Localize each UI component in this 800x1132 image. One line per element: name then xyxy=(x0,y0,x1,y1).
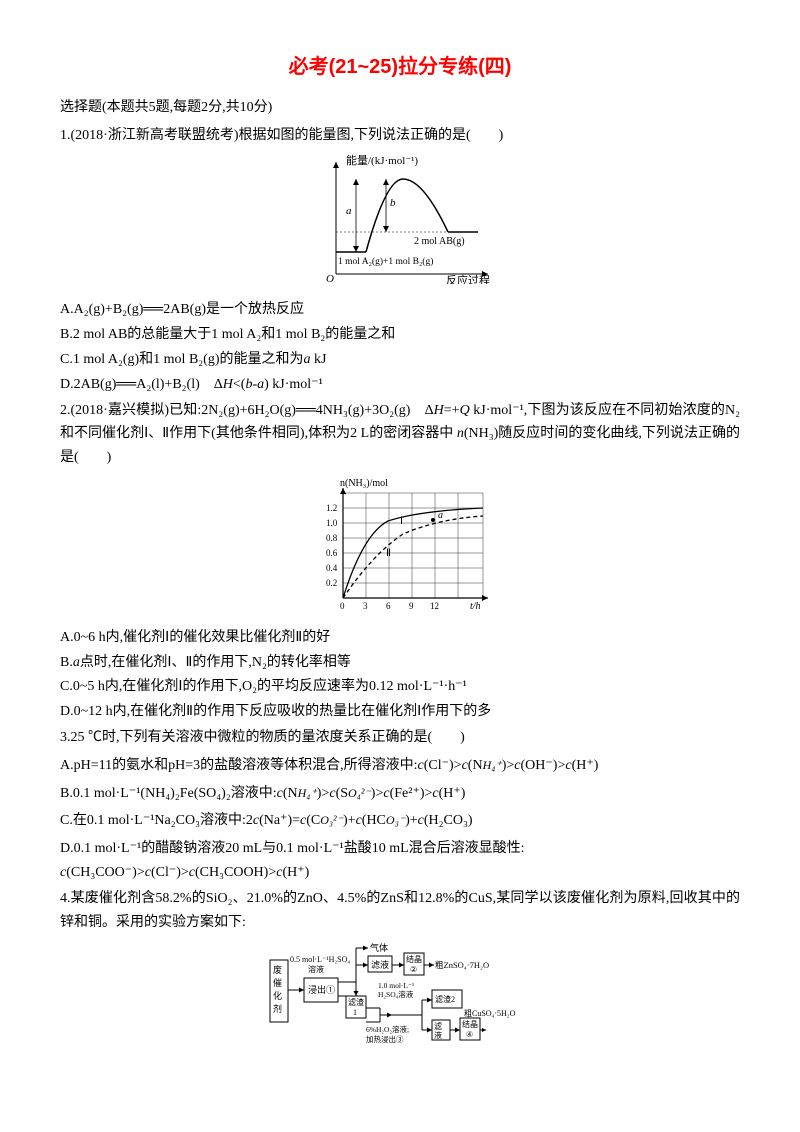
q1-option-a: A.A₂(g)+B₂(g)══2AB(g)是一个放热反应 xyxy=(60,298,740,322)
q2-stem: 2.(2018·嘉兴模拟)已知:2N₂(g)+6H₂O(g)══4NH₃(g)+… xyxy=(60,399,740,470)
svg-text:粗CuSO₄·5H₂O: 粗CuSO₄·5H₂O xyxy=(464,1008,516,1018)
fig1-reactant: 1 mol A₂(g)+1 mol B₂(g) xyxy=(338,256,433,267)
q3-option-b: B.0.1 mol·L⁻¹(NH₄)₂Fe(SO₄)₂溶液中:c(NH₄⁺)>c… xyxy=(60,782,740,806)
q3-option-d: D.0.1 mol·L⁻¹的醋酸钠溶液20 mL与0.1 mol·L⁻¹盐酸10… xyxy=(60,837,740,885)
svg-text:1.0 mol·L⁻¹: 1.0 mol·L⁻¹ xyxy=(378,981,414,990)
svg-text:0.4: 0.4 xyxy=(326,563,338,573)
svg-text:④: ④ xyxy=(466,1030,473,1039)
svg-text:0.2: 0.2 xyxy=(326,578,337,588)
svg-text:1: 1 xyxy=(353,1008,357,1017)
svg-text:1.0: 1.0 xyxy=(326,518,338,528)
q2-option-c: C.0~5 h内,在催化剂Ⅰ的作用下,O₂的平均反应速率为0.12 mol·L⁻… xyxy=(60,675,740,699)
fig1-ylabel: 能量/(kJ·mol⁻¹) xyxy=(346,154,418,167)
svg-text:液: 液 xyxy=(434,1030,442,1040)
page-title: 必考(21~25)拉分专练(四) xyxy=(60,50,740,84)
fig1-xlabel: 反应过程 xyxy=(446,273,490,284)
question-4: 4.某废催化剂含58.2%的SiO₂、21.0%的ZnO、4.5%的ZnS和12… xyxy=(60,887,740,1054)
svg-text:6: 6 xyxy=(386,601,391,611)
q4-figure: 废 催 化 剂 0.5 mol·L⁻¹H₂SO₄ 溶液 浸出① 气体 滤液 结晶… xyxy=(60,940,740,1054)
svg-text:滤液: 滤液 xyxy=(371,959,389,970)
svg-text:滤渣: 滤渣 xyxy=(348,997,364,1007)
q1-option-d: D.2AB(g)══A₂(l)+B₂(l) ΔH<(b-a) kJ·mol⁻¹ xyxy=(60,373,740,397)
svg-text:0.6: 0.6 xyxy=(326,548,338,558)
q2-option-b: B.a点时,在催化剂Ⅰ、Ⅱ的作用下,N₂的转化率相等 xyxy=(60,651,740,675)
svg-text:0.5 mol·L⁻¹H₂SO₄: 0.5 mol·L⁻¹H₂SO₄ xyxy=(290,955,350,964)
svg-text:气体: 气体 xyxy=(370,942,388,953)
svg-text:Ⅱ: Ⅱ xyxy=(386,548,391,559)
q2-option-d: D.0~12 h内,在催化剂Ⅱ的作用下反应吸收的热量比在催化剂Ⅰ作用下的多 xyxy=(60,700,740,724)
q3-stem: 3.25 ℃时,下列有关溶液中微粒的物质的量浓度关系正确的是( ) xyxy=(60,726,740,750)
svg-text:9: 9 xyxy=(409,601,414,611)
svg-text:剂: 剂 xyxy=(273,1003,282,1014)
svg-text:0: 0 xyxy=(340,601,345,611)
q3-option-a: A.pH=11的氨水和pH=3的盐酸溶液等体积混合,所得溶液中:c(Cl⁻)>c… xyxy=(60,754,740,778)
fig1-label-b: b xyxy=(390,197,396,209)
svg-text:废: 废 xyxy=(273,964,282,975)
fig1-origin: O xyxy=(326,273,334,284)
question-3: 3.25 ℃时,下列有关溶液中微粒的物质的量浓度关系正确的是( ) A.pH=1… xyxy=(60,726,740,885)
svg-text:催: 催 xyxy=(273,977,282,988)
q3-option-c: C.在0.1 mol·L⁻¹Na₂CO₃溶液中:2c(Na⁺)=c(CO₃²⁻)… xyxy=(60,809,740,833)
svg-text:滤渣2: 滤渣2 xyxy=(435,994,455,1004)
svg-text:滤: 滤 xyxy=(434,1021,442,1031)
q2-option-a: A.0~6 h内,催化剂Ⅰ的催化效果比催化剂Ⅱ的好 xyxy=(60,626,740,650)
question-2: 2.(2018·嘉兴模拟)已知:2N₂(g)+6H₂O(g)══4NH₃(g)+… xyxy=(60,399,740,724)
svg-text:3: 3 xyxy=(363,601,368,611)
fig2-ylabel: n(NH₃)/mol xyxy=(340,478,388,489)
fig2-xlabel: t/h xyxy=(470,601,481,611)
svg-text:溶液: 溶液 xyxy=(308,964,324,974)
svg-text:a: a xyxy=(438,510,443,521)
q1-option-b: B.2 mol AB的总能量大于1 mol A₂和1 mol B₂的能量之和 xyxy=(60,323,740,347)
q1-stem: 1.(2018·浙江新高考联盟统考)根据如图的能量图,下列说法正确的是( ) xyxy=(60,124,740,148)
svg-text:12: 12 xyxy=(430,601,439,611)
instruction-text: 选择题(本题共5题,每题2分,共10分) xyxy=(60,96,740,120)
svg-text:加热浸出③: 加热浸出③ xyxy=(366,1034,404,1044)
svg-text:1.2: 1.2 xyxy=(326,503,337,513)
svg-text:化: 化 xyxy=(273,990,282,1001)
svg-text:浸出①: 浸出① xyxy=(308,984,335,995)
svg-text:Ⅰ: Ⅰ xyxy=(400,516,403,527)
svg-text:结晶: 结晶 xyxy=(406,954,422,964)
svg-text:结晶: 结晶 xyxy=(462,1019,478,1029)
svg-text:6%H₂O₂溶液;: 6%H₂O₂溶液; xyxy=(366,1024,409,1034)
q4-stem: 4.某废催化剂含58.2%的SiO₂、21.0%的ZnO、4.5%的ZnS和12… xyxy=(60,887,740,935)
q2-figure: n(NH₃)/mol t/h 0.2 0.4 0.6 0.8 1.0 1.2 0… xyxy=(60,476,740,620)
svg-text:0.8: 0.8 xyxy=(326,533,338,543)
fig1-label-a: a xyxy=(346,205,352,217)
svg-text:粗ZnSO₄·7H₂O: 粗ZnSO₄·7H₂O xyxy=(435,960,489,970)
svg-text:②: ② xyxy=(410,965,417,974)
question-1: 1.(2018·浙江新高考联盟统考)根据如图的能量图,下列说法正确的是( ) 能… xyxy=(60,124,740,397)
q1-option-c: C.1 mol A₂(g)和1 mol B₂(g)的能量之和为a kJ xyxy=(60,348,740,372)
q1-figure: 能量/(kJ·mol⁻¹) 反应过程 O a b 2 mol AB(g) 1 m… xyxy=(60,154,740,293)
fig1-product: 2 mol AB(g) xyxy=(414,236,465,247)
svg-text:H₂SO₄溶液: H₂SO₄溶液 xyxy=(378,989,414,999)
